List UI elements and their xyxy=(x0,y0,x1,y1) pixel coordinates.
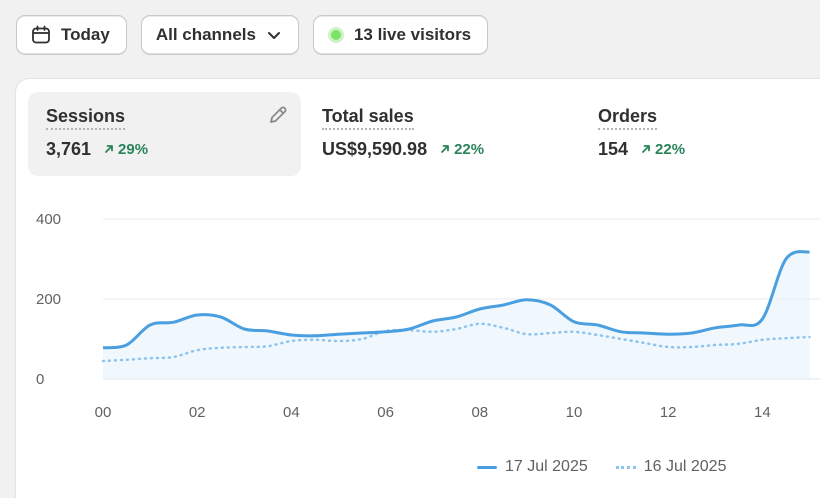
metric-label: Sessions xyxy=(46,105,126,130)
x-tick-label: 00 xyxy=(95,404,112,421)
x-tick-label: 12 xyxy=(660,404,677,421)
date-range-label: Today xyxy=(61,25,110,44)
metric-change-value: 22% xyxy=(454,140,485,158)
legend-label: 16 Jul 2025 xyxy=(643,458,727,475)
analytics-card: Sessions 3,761 29% Total sales US$9,590.… xyxy=(16,79,820,498)
edit-pencil-icon[interactable] xyxy=(267,104,289,131)
metric-value: 154 xyxy=(598,139,629,159)
channel-select-button[interactable]: All channels xyxy=(140,15,299,55)
live-visitors-label: 13 live visitors xyxy=(353,25,472,44)
legend-item-previous[interactable]: 16 Jul 2025 xyxy=(615,458,727,476)
metric-sessions[interactable]: Sessions 3,761 29% xyxy=(28,92,301,176)
y-tick-label: 400 xyxy=(36,211,61,228)
x-tick-label: 08 xyxy=(471,404,488,421)
live-visitors-button[interactable]: 13 live visitors xyxy=(312,15,489,55)
arrow-up-right-icon xyxy=(441,145,449,153)
area-fill-current xyxy=(103,251,810,379)
metric-total-sales[interactable]: Total sales US$9,590.98 22% xyxy=(304,92,574,176)
metric-label: Orders xyxy=(598,105,658,130)
legend-label: 17 Jul 2025 xyxy=(505,458,588,475)
legend-item-current[interactable]: 17 Jul 2025 xyxy=(477,458,588,476)
metric-label: Total sales xyxy=(322,105,414,130)
metric-value: 3,761 xyxy=(46,139,92,159)
arrow-up-right-icon xyxy=(642,145,650,153)
chevron-down-icon xyxy=(266,27,282,43)
live-status-icon xyxy=(327,27,344,43)
toolbar: Today All channels 13 live visitors xyxy=(16,15,489,55)
legend-swatch-solid xyxy=(477,465,497,469)
metric-change: 22% xyxy=(439,141,484,158)
x-tick-label: 06 xyxy=(377,404,394,421)
metric-change: 29% xyxy=(103,141,148,158)
chart-legend: 17 Jul 2025 16 Jul 2025 xyxy=(477,458,726,476)
metric-value: US$9,590.98 xyxy=(322,139,428,159)
metric-change-value: 22% xyxy=(655,140,686,158)
metric-orders[interactable]: Orders 154 22% xyxy=(580,92,820,176)
x-tick-label: 04 xyxy=(283,404,300,421)
arrow-up-right-icon xyxy=(105,145,113,153)
metric-change-value: 29% xyxy=(118,140,149,158)
y-tick-label: 0 xyxy=(36,371,44,388)
calendar-icon xyxy=(31,25,51,45)
x-tick-label: 02 xyxy=(189,404,206,421)
x-tick-label: 14 xyxy=(754,404,771,421)
metric-change: 22% xyxy=(640,141,685,158)
series-line-current xyxy=(102,250,810,350)
series-line-previous xyxy=(101,322,811,363)
legend-swatch-dotted xyxy=(615,465,636,469)
channel-select-label: All channels xyxy=(155,25,256,44)
y-tick-label: 200 xyxy=(36,291,61,308)
x-tick-label: 10 xyxy=(566,404,583,421)
date-range-button[interactable]: Today xyxy=(16,15,127,55)
